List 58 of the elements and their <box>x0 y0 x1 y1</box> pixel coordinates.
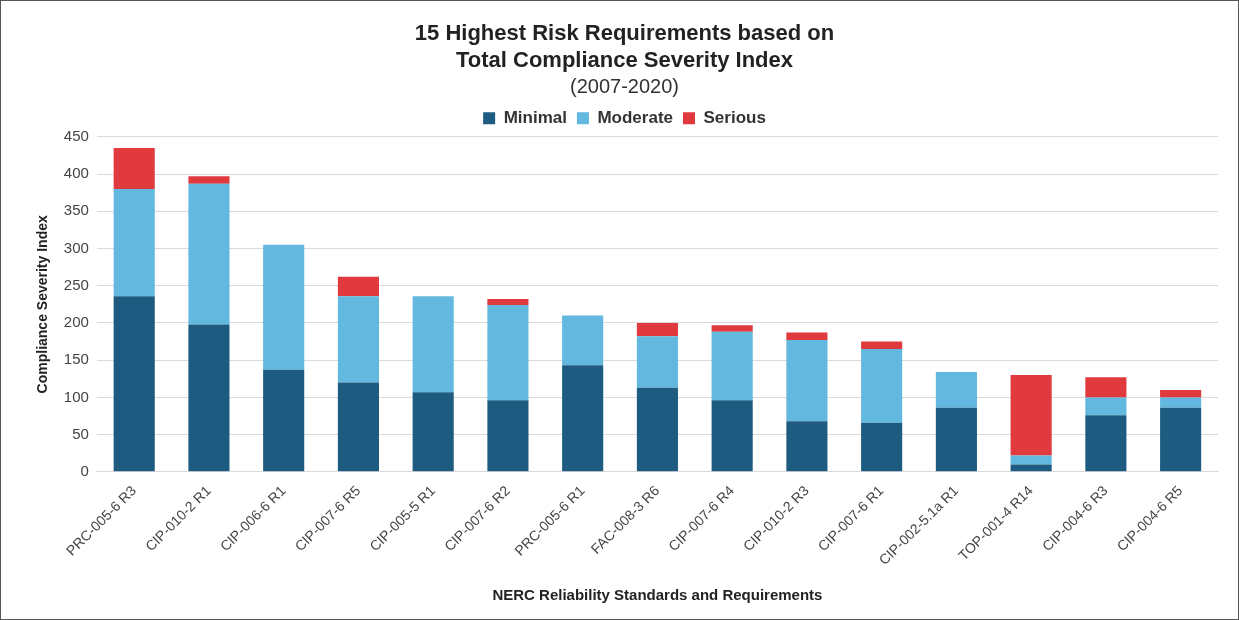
bar <box>1160 397 1202 408</box>
y-tick-label: 50 <box>72 424 89 442</box>
y-tick-label: 250 <box>63 275 89 293</box>
y-tick-label: 400 <box>63 164 89 182</box>
legend-label: Serious <box>703 107 766 127</box>
bar <box>188 176 230 184</box>
bar <box>337 296 379 383</box>
bar <box>337 276 379 297</box>
x-axis-title: NERC Reliability Standards and Requirements <box>492 586 823 604</box>
chart-title: 15 Highest Risk Requirements based on Total Compliance Severity Index <box>414 20 835 72</box>
bar <box>935 407 977 472</box>
bar <box>786 340 828 422</box>
bar <box>337 382 379 472</box>
bar <box>487 305 529 401</box>
bar <box>935 372 977 408</box>
y-tick-label: 350 <box>63 201 89 219</box>
bar <box>861 422 903 472</box>
bar <box>263 244 305 370</box>
bar <box>188 183 230 325</box>
legend-label: Minimal <box>503 107 567 127</box>
y-tick-label: 200 <box>63 313 89 331</box>
bar <box>711 331 753 401</box>
bar <box>487 400 529 472</box>
bar <box>263 369 305 472</box>
bar <box>562 365 604 472</box>
bar <box>1010 455 1052 465</box>
bar <box>1085 397 1127 416</box>
chart-subtitle: (2007-2020) <box>570 75 679 98</box>
bar <box>562 315 604 366</box>
bar <box>1085 415 1127 472</box>
y-axis-title: Compliance Severity Index <box>34 215 51 394</box>
y-tick-label: 0 <box>80 461 89 479</box>
y-tick-label: 450 <box>63 126 89 144</box>
bar <box>711 400 753 472</box>
bar <box>1160 407 1202 472</box>
bar <box>636 336 678 388</box>
bar <box>786 421 828 472</box>
bar <box>636 322 678 337</box>
bar <box>1085 377 1127 398</box>
bar <box>1010 375 1052 456</box>
bar <box>113 296 155 472</box>
bar <box>1160 389 1202 398</box>
bar <box>786 332 828 341</box>
legend-label: Moderate <box>597 107 674 127</box>
bar <box>711 325 753 332</box>
bar <box>113 188 155 297</box>
bar <box>113 147 155 189</box>
bar <box>861 348 903 423</box>
bar <box>412 392 454 472</box>
y-tick-label: 150 <box>63 350 89 368</box>
bar <box>861 341 903 349</box>
y-tick-label: 100 <box>63 387 89 405</box>
bar <box>487 299 529 306</box>
bar <box>636 387 678 472</box>
y-tick-label: 300 <box>63 238 89 256</box>
bar <box>1010 464 1052 472</box>
bar <box>412 296 454 393</box>
bar <box>188 324 230 472</box>
